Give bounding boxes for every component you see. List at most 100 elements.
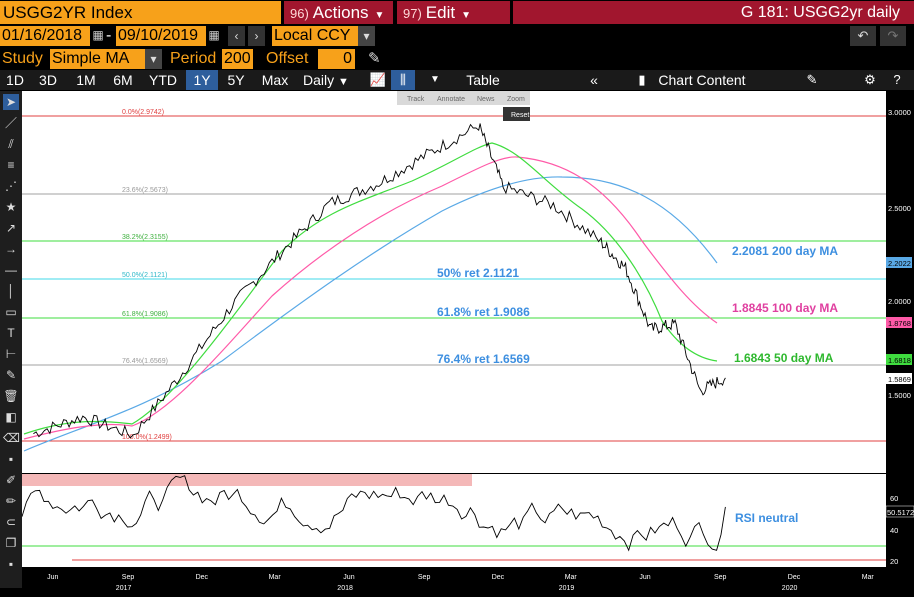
fib-label-50: 50.0%(2.1121) bbox=[122, 272, 167, 279]
chart-content-button[interactable]: Chart Content bbox=[658, 72, 746, 88]
tab-3d[interactable]: 3D bbox=[39, 72, 57, 88]
badge-ma100-bg bbox=[886, 317, 912, 328]
start-date-field[interactable]: 01/16/2018 bbox=[0, 26, 90, 46]
tab-max[interactable]: Max bbox=[261, 72, 289, 88]
tab-1m[interactable]: 1M bbox=[76, 72, 96, 88]
tab-5y[interactable]: 5Y bbox=[227, 72, 245, 88]
rsi-tick: 60 bbox=[890, 494, 898, 503]
reset-button-bg[interactable] bbox=[503, 107, 530, 121]
ret764-annotation: 76.4% ret 1.6569 bbox=[437, 352, 530, 366]
main-plot-bg bbox=[22, 91, 886, 473]
edit-icon[interactable]: ✎ bbox=[5, 368, 17, 382]
tab-1y[interactable]: 1Y bbox=[186, 70, 218, 90]
x-month-label: Jun bbox=[343, 574, 354, 581]
pencil-icon[interactable]: ✏ bbox=[5, 494, 17, 508]
drawing-toolbar: ➤ ／ ⫽ ≡ ⋰ ★ ↗ → — │ ▭ T ⊢ ✎ 🗑 ◧ ⌫ ▪ ✐ ✏ … bbox=[0, 91, 22, 588]
rectangle-icon[interactable]: ▭ bbox=[5, 305, 17, 319]
pointer-icon[interactable]: ➤ bbox=[3, 94, 19, 110]
line-chart-icon[interactable]: 📈 bbox=[369, 72, 387, 87]
next-period-button[interactable]: › bbox=[248, 26, 265, 46]
tab-ytd[interactable]: YTD bbox=[149, 72, 177, 88]
news-tool[interactable]: News bbox=[477, 96, 495, 103]
ma100-line bbox=[23, 156, 718, 440]
ret618-annotation: 61.8% ret 1.9086 bbox=[437, 305, 530, 319]
fib-fan-icon[interactable]: ⋰ bbox=[5, 179, 17, 193]
edit-menu[interactable]: 97) Edit ▼ bbox=[397, 1, 510, 24]
range-dash: - bbox=[106, 27, 112, 44]
trendline-icon[interactable]: ／ bbox=[4, 116, 17, 130]
offset-input[interactable]: 0 bbox=[318, 49, 355, 69]
study-label: Study bbox=[2, 50, 43, 67]
badge-ma50-bg bbox=[886, 354, 912, 365]
x-month-label: Sep bbox=[714, 574, 727, 581]
eraser-icon[interactable]: ⌫ bbox=[3, 431, 20, 445]
period-toolbar: 1D 3D 1M 6M YTD 1Y 5Y Max Daily ▼ 📈 ⫼ ▼ … bbox=[0, 70, 914, 90]
x-year-label: 2019 bbox=[559, 585, 575, 592]
settings-icon[interactable]: ⚙ bbox=[864, 72, 876, 87]
track-tool[interactable]: Track bbox=[407, 96, 425, 103]
undo-button[interactable]: ↶ bbox=[850, 26, 876, 46]
more-icon[interactable]: ▪ bbox=[8, 557, 14, 571]
x-axis-bg bbox=[22, 567, 914, 597]
chart-panel[interactable]: 0.0%(2.9742) 23.6%(2.5673) 38.2%(2.3155)… bbox=[21, 91, 914, 597]
actions-menu[interactable]: 96) Actions ▼ bbox=[284, 1, 393, 24]
currency-select[interactable]: Local CCY bbox=[272, 26, 358, 46]
chevron-down-icon[interactable]: ▼ bbox=[430, 74, 440, 85]
candle-chart-icon[interactable]: ⫼ bbox=[391, 70, 415, 90]
x-axis: Jun Sep Dec Mar Jun Sep Dec Mar Jun Sep Dec Mar 2017… bbox=[47, 574, 874, 592]
rsi-badge: 50.5172 bbox=[887, 508, 914, 517]
edit-chart-icon[interactable]: ✎ bbox=[806, 72, 818, 87]
chart-tools-bar bbox=[397, 91, 530, 105]
delete-icon[interactable]: 🗑 bbox=[3, 389, 19, 403]
channel-icon[interactable]: ⫽ bbox=[8, 137, 14, 151]
prev-period-button[interactable]: ‹ bbox=[228, 26, 245, 46]
collapse-icon[interactable]: « bbox=[590, 72, 598, 88]
measure-icon[interactable]: ⊢ bbox=[5, 347, 17, 361]
rsi-line bbox=[21, 475, 726, 552]
rsi-overbought-band bbox=[22, 474, 472, 486]
annotate-tool[interactable]: Annotate bbox=[437, 96, 465, 103]
table-button[interactable]: Table bbox=[466, 72, 500, 88]
redo-button[interactable]: ↷ bbox=[880, 26, 906, 46]
tab-6m[interactable]: 6M bbox=[113, 72, 133, 88]
security-ticker[interactable]: USGG2YR Index bbox=[0, 1, 281, 24]
actions-shortcut: 96) bbox=[290, 6, 309, 21]
study-select[interactable]: Simple MA bbox=[50, 49, 145, 69]
copy-icon[interactable]: ❐ bbox=[5, 536, 17, 550]
offset-label: Offset bbox=[266, 50, 309, 67]
help-icon[interactable]: ? bbox=[893, 72, 901, 87]
ret50-annotation: 50% ret 2.1121 bbox=[437, 266, 519, 280]
rsi-annotation: RSI neutral bbox=[735, 511, 798, 525]
edit-icon[interactable]: ✐ bbox=[5, 473, 17, 487]
tab-1d[interactable]: 1D bbox=[6, 72, 24, 88]
reset-button[interactable]: Reset bbox=[511, 112, 529, 119]
y-tick: 2.0000 bbox=[888, 297, 911, 306]
end-date-field[interactable]: 09/10/2019 bbox=[116, 26, 206, 46]
text-icon[interactable]: T bbox=[7, 326, 15, 340]
period-label: Period bbox=[170, 50, 217, 67]
style-icon[interactable]: ◧ bbox=[5, 410, 17, 424]
calendar-icon[interactable]: ▦ bbox=[92, 28, 104, 42]
chevron-down-icon[interactable]: ▾ bbox=[145, 49, 162, 69]
pencil-icon[interactable]: ✎ bbox=[368, 50, 381, 67]
frequency-label: Daily bbox=[303, 72, 335, 88]
frequency-select[interactable]: Daily ▼ bbox=[298, 70, 358, 90]
fill-icon[interactable]: ▪ bbox=[8, 452, 14, 466]
zoom-tool[interactable]: Zoom bbox=[507, 96, 525, 103]
ray-icon[interactable]: → bbox=[5, 242, 17, 256]
chevron-down-icon: ▼ bbox=[461, 10, 471, 21]
ma50-line bbox=[23, 142, 718, 435]
arrow-icon[interactable]: ↗ bbox=[5, 221, 17, 235]
vertical-line-icon[interactable]: │ bbox=[7, 284, 15, 298]
horizontal-line-icon[interactable]: — bbox=[5, 263, 17, 277]
fib-icon[interactable]: ≡ bbox=[7, 158, 15, 172]
calendar-icon[interactable]: ▦ bbox=[208, 28, 220, 42]
period-input[interactable]: 200 bbox=[222, 49, 253, 69]
favorites-icon[interactable]: ★ bbox=[5, 200, 17, 214]
x-month-label: Mar bbox=[565, 574, 578, 581]
magnet-icon[interactable]: ⊂ bbox=[5, 515, 17, 529]
chevron-down-icon[interactable]: ▾ bbox=[358, 26, 375, 46]
price-chart[interactable]: 0.0%(2.9742) 23.6%(2.5673) 38.2%(2.3155)… bbox=[21, 91, 914, 597]
badge-ma200: 2.2022 bbox=[888, 259, 911, 268]
ma200-line bbox=[23, 176, 718, 452]
